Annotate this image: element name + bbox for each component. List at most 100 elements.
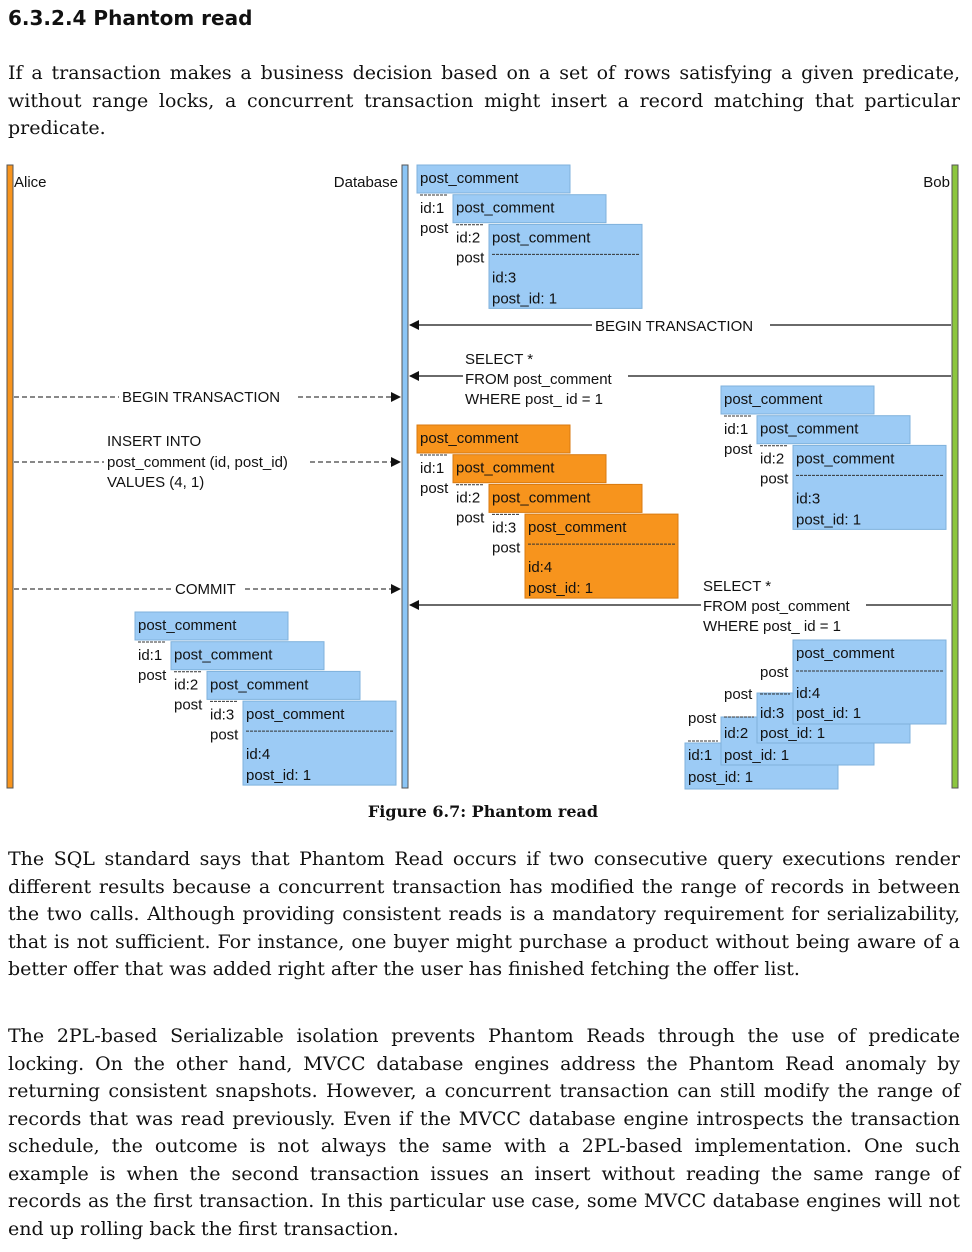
svg-text:id:1: id:1 xyxy=(420,200,444,217)
svg-text:post: post xyxy=(456,250,485,267)
svg-text:id:2: id:2 xyxy=(456,490,480,507)
svg-text:id:2: id:2 xyxy=(724,725,748,742)
svg-text:id:3: id:3 xyxy=(210,706,234,723)
body-paragraph-2: The 2PL-based Serializable isolation pre… xyxy=(8,1025,960,1240)
svg-text:post: post xyxy=(688,710,717,727)
svg-text:post_comment: post_comment xyxy=(420,430,519,447)
svg-text:post_id: 1: post_id: 1 xyxy=(796,511,861,528)
record-card: post_comment id:1 post xyxy=(416,164,571,237)
svg-text:id:4: id:4 xyxy=(528,559,552,576)
svg-text:post: post xyxy=(492,539,521,556)
svg-text:INSERT INTO: INSERT INTO xyxy=(107,433,201,450)
svg-text:SELECT *: SELECT * xyxy=(465,351,533,368)
svg-text:post_comment (id, post_id): post_comment (id, post_id) xyxy=(107,454,288,471)
svg-text:post_id: 1: post_id: 1 xyxy=(724,747,789,764)
svg-text:post_comment: post_comment xyxy=(492,489,591,506)
svg-text:id:1: id:1 xyxy=(420,460,444,477)
bob-begin-arrow: BEGIN TRANSACTION xyxy=(409,318,951,335)
record-card: post_comment id:2 post xyxy=(170,641,325,714)
alice-commit-arrow: COMMIT xyxy=(14,581,401,598)
svg-text:post_comment: post_comment xyxy=(138,617,237,634)
svg-text:post_comment: post_comment xyxy=(210,676,309,693)
alice-label: Alice xyxy=(14,174,47,191)
record-card: post_comment id:2 post xyxy=(452,454,607,527)
svg-text:post_comment: post_comment xyxy=(246,706,345,723)
phantom-read-diagram: Alice Database Bob post_commentid:1postp… xyxy=(6,164,959,790)
database-lane xyxy=(401,164,409,789)
svg-text:id:3: id:3 xyxy=(492,519,516,536)
bob-second-read-records: post_comment post post id:4 post id:3 po… xyxy=(684,639,947,790)
svg-text:id:4: id:4 xyxy=(796,685,820,702)
svg-text:post_id: 1: post_id: 1 xyxy=(796,705,861,722)
alice-committed-records: post_commentid:1postpost_commentid:2post… xyxy=(134,611,397,786)
record-card: post_comment id:1 post xyxy=(416,424,571,497)
alice-lane xyxy=(6,164,14,789)
svg-text:BEGIN TRANSACTION: BEGIN TRANSACTION xyxy=(122,389,280,406)
svg-text:post_comment: post_comment xyxy=(492,229,591,246)
svg-text:post_comment: post_comment xyxy=(174,647,273,664)
svg-text:post_id: 1: post_id: 1 xyxy=(528,580,593,597)
record-card: post_comment id:4 post_id: 1 xyxy=(242,700,397,786)
svg-text:COMMIT: COMMIT xyxy=(175,581,236,598)
record-card: post_comment id:3 post xyxy=(488,483,643,556)
bob-label: Bob xyxy=(923,174,950,191)
svg-text:post: post xyxy=(210,726,239,743)
database-label: Database xyxy=(334,174,398,191)
svg-text:WHERE post_ id = 1: WHERE post_ id = 1 xyxy=(703,618,841,635)
bob-select-1-arrow: SELECT * FROM post_comment WHERE post_ i… xyxy=(409,351,951,408)
svg-text:post_comment: post_comment xyxy=(456,460,555,477)
svg-text:id:1: id:1 xyxy=(724,421,748,438)
svg-text:SELECT *: SELECT * xyxy=(703,578,771,595)
figure-caption: Figure 6.7: Phantom read xyxy=(367,802,599,821)
svg-text:post: post xyxy=(760,664,789,681)
svg-text:id:1: id:1 xyxy=(138,647,162,664)
svg-text:post_id: 1: post_id: 1 xyxy=(760,725,825,742)
svg-text:post: post xyxy=(138,667,167,684)
svg-text:post: post xyxy=(724,686,753,703)
bob-lane xyxy=(951,164,959,789)
svg-text:post_comment: post_comment xyxy=(724,391,823,408)
db-after-insert-records: post_commentid:1postpost_commentid:2post… xyxy=(416,424,679,599)
bob-first-read-records: post_commentid:1postpost_commentid:2post… xyxy=(720,385,947,530)
section-title: 6.3.2.4 Phantom read xyxy=(8,6,253,30)
alice-insert-arrow: INSERT INTO post_comment (id, post_id) V… xyxy=(14,433,401,491)
svg-text:post: post xyxy=(456,510,485,527)
svg-text:WHERE post_ id = 1: WHERE post_ id = 1 xyxy=(465,391,603,408)
svg-text:post: post xyxy=(420,480,449,497)
svg-text:id:3: id:3 xyxy=(760,705,784,722)
record-card: post_comment id:3 post_id: 1 xyxy=(488,223,643,309)
svg-text:FROM post_comment: FROM post_comment xyxy=(703,598,851,615)
record-card: post_comment id:3 post_id: 1 xyxy=(792,444,947,530)
alice-begin-arrow: BEGIN TRANSACTION xyxy=(14,389,401,406)
svg-text:id:2: id:2 xyxy=(456,230,480,247)
body-paragraph-1: The SQL standard says that Phantom Read … xyxy=(8,848,960,980)
svg-text:FROM post_comment: FROM post_comment xyxy=(465,371,613,388)
record-card: post_comment id:2 post xyxy=(452,194,607,267)
record-card: post_comment id:1 post xyxy=(720,385,875,458)
record-card: post_comment id:1 post xyxy=(134,611,289,684)
svg-text:post: post xyxy=(724,441,753,458)
svg-text:post: post xyxy=(174,697,203,714)
svg-text:id:2: id:2 xyxy=(174,677,198,694)
record-card: post_comment id:2 post xyxy=(756,415,911,488)
svg-text:post_comment: post_comment xyxy=(420,170,519,187)
intro-paragraph: If a transaction makes a business decisi… xyxy=(8,62,960,139)
db-initial-records: post_commentid:1postpost_commentid:2post… xyxy=(416,164,643,309)
bob-select-2-arrow: SELECT * FROM post_comment WHERE post_ i… xyxy=(409,578,951,635)
svg-text:post_id: 1: post_id: 1 xyxy=(246,767,311,784)
svg-text:post_comment: post_comment xyxy=(456,200,555,217)
svg-text:post: post xyxy=(420,220,449,237)
svg-text:post_comment: post_comment xyxy=(528,519,627,536)
svg-text:post_comment: post_comment xyxy=(796,645,895,662)
record-card: post_comment id:4 post_id: 1 xyxy=(524,513,679,599)
svg-text:VALUES (4, 1): VALUES (4, 1) xyxy=(107,474,204,491)
svg-text:id:4: id:4 xyxy=(246,746,270,763)
svg-text:id:3: id:3 xyxy=(492,269,516,286)
svg-text:post_comment: post_comment xyxy=(796,450,895,467)
svg-text:post: post xyxy=(760,471,789,488)
svg-text:post_id: 1: post_id: 1 xyxy=(492,290,557,307)
svg-text:BEGIN TRANSACTION: BEGIN TRANSACTION xyxy=(595,318,753,335)
svg-text:post_comment: post_comment xyxy=(760,421,859,438)
svg-text:id:3: id:3 xyxy=(796,490,820,507)
svg-text:id:2: id:2 xyxy=(760,451,784,468)
